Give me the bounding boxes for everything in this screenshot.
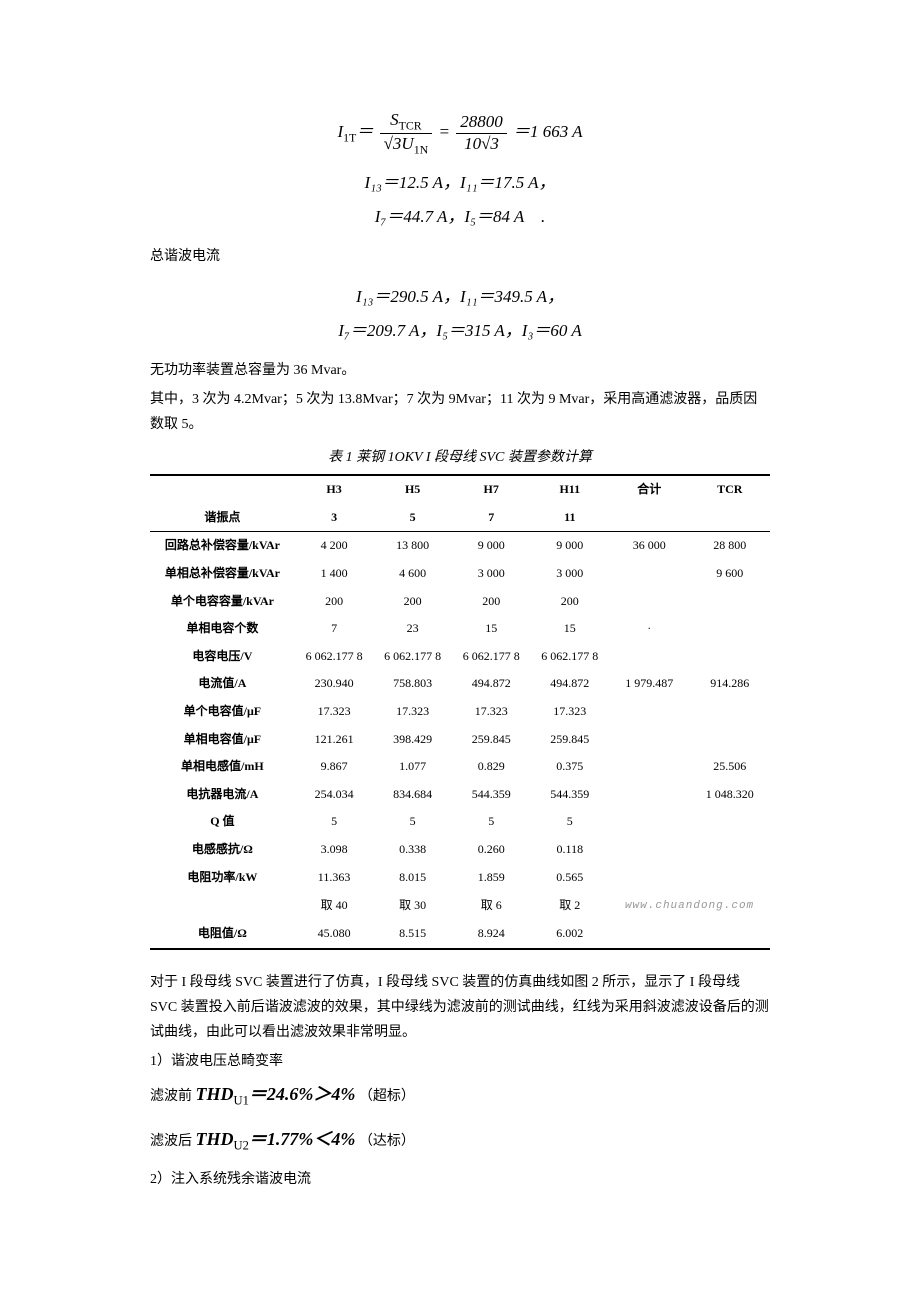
formula-harmonics-small: I₁₃＝12.5 A，I₁₁＝17.5 A， I₇＝44.7 A，I₅＝84 A… (150, 166, 770, 234)
row-resonance: 谐振点 3 5 7 11 (150, 504, 770, 532)
table-row: 单个电容值/μF17.32317.32317.32317.323 (150, 698, 770, 726)
item-2-label: 2）注入系统残余谐波电流 (150, 1167, 770, 1192)
para-breakdown: 其中，3 次为 4.2Mvar；5 次为 13.8Mvar；7 次为 9Mvar… (150, 387, 770, 437)
col-h7: H7 (452, 475, 531, 504)
para-simulation: 对于 I 段母线 SVC 装置进行了仿真，I 段母线 SVC 装置的仿真曲线如图… (150, 970, 770, 1046)
table-row: 电容电压/V6 062.177 86 062.177 86 062.177 86… (150, 643, 770, 671)
col-total: 合计 (609, 475, 689, 504)
col-h3: H3 (295, 475, 374, 504)
table-row: 电阻功率/kW11.3638.0151.8590.565 (150, 864, 770, 892)
page-content: I1T＝ STCR √3U1N = 28800 10√3 ＝1 663 A I₁… (0, 0, 920, 1256)
table-row: 电感感抗/Ω3.0980.3380.2600.118 (150, 836, 770, 864)
para-capacity: 无功功率装置总容量为 36 Mvar。 (150, 358, 770, 383)
section-total-harmonic-label: 总谐波电流 (150, 244, 770, 269)
formula-i1t: I1T＝ STCR √3U1N = 28800 10√3 ＝1 663 A (150, 110, 770, 156)
table-header-row: H3 H5 H7 H11 合计 TCR (150, 475, 770, 504)
table-caption: 表 1 莱钢 1OKV I 段母线 SVC 装置参数计算 (150, 445, 770, 470)
table-row: 取 40取 30取 6取 2www.chuandong.com (150, 891, 770, 920)
table-row: 单个电容容量/kVAr200200200200 (150, 588, 770, 616)
col-blank (150, 475, 295, 504)
f1-frac2: 28800 10√3 (456, 112, 507, 154)
table-row: 单相电感值/mH9.8671.0770.8290.37525.506 (150, 753, 770, 781)
table-row: 电流值/A230.940758.803494.872494.8721 979.4… (150, 670, 770, 698)
item-1-label: 1）谐波电压总畸变率 (150, 1049, 770, 1074)
table-row: 电阻值/Ω45.0808.5158.9246.002 (150, 920, 770, 949)
table-row: 单相总补偿容量/kVAr1 4004 6003 0003 0009 600 (150, 560, 770, 588)
thd-before-line: 滤波前 THDU1＝24.6%＞4% （超标） (150, 1078, 770, 1112)
f1-lhs: I1T (337, 122, 356, 141)
table-row: Q 值5555 (150, 808, 770, 836)
table-row: 回路总补偿容量/kVAr4 20013 8009 0009 00036 0002… (150, 532, 770, 560)
thd-after-line: 滤波后 THDU2＝1.77%＜4% （达标） (150, 1123, 770, 1157)
table-row: 电抗器电流/A254.034834.684544.359544.3591 048… (150, 781, 770, 809)
table-row: 单相电容值/μF121.261398.429259.845259.845 (150, 726, 770, 754)
f2-line2: I₇＝44.7 A，I₅＝84 A . (150, 200, 770, 234)
f2-line1: I₁₃＝12.5 A，I₁₁＝17.5 A， (150, 166, 770, 200)
col-h11: H11 (531, 475, 610, 504)
f3-line1: I₁₃＝290.5 A，I₁₁＝349.5 A， (150, 280, 770, 314)
col-tcr: TCR (690, 475, 770, 504)
col-h5: H5 (373, 475, 452, 504)
table-row: 单相电容个数7231515· (150, 615, 770, 643)
formula-total-harmonics: I₁₃＝290.5 A，I₁₁＝349.5 A， I₇＝209.7 A，I₅＝3… (150, 280, 770, 348)
svc-parameter-table: H3 H5 H7 H11 合计 TCR 谐振点 3 5 7 11 回路总补偿容量… (150, 474, 770, 949)
f3-line2: I₇＝209.7 A，I₅＝315 A，I₃＝60 A (150, 314, 770, 348)
f1-frac1: STCR √3U1N (380, 110, 433, 156)
